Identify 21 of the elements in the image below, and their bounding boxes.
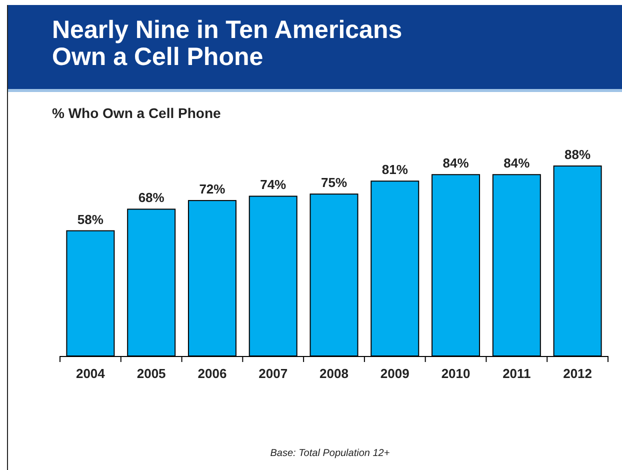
data-label: 74% [260,177,287,192]
chart-subtitle: % Who Own a Cell Phone [52,105,221,121]
data-label: 84% [504,156,530,171]
x-tick-label: 2007 [258,366,288,381]
data-label: 68% [138,190,165,206]
data-label: 88% [564,147,591,162]
x-tick-label: 2004 [76,366,106,381]
x-tick-label: 2005 [136,366,166,381]
data-label: 58% [77,212,104,227]
data-label: 72% [199,182,226,197]
chart-title: Nearly Nine in Ten Americans Own a Cell Phone [52,16,402,71]
x-tick-label: 2006 [198,366,227,381]
data-label: 84% [442,156,470,171]
x-tick-label: 2008 [320,366,348,381]
data-label: 75% [320,175,348,190]
x-tick-label: 2009 [380,366,410,381]
x-tick-label: 2012 [563,366,592,381]
text: Base: Total Population 12+ [270,448,390,459]
data-label: 81% [382,162,408,178]
x-tick-label: 2011 [502,366,531,381]
x-tick-label: 2010 [441,366,470,381]
